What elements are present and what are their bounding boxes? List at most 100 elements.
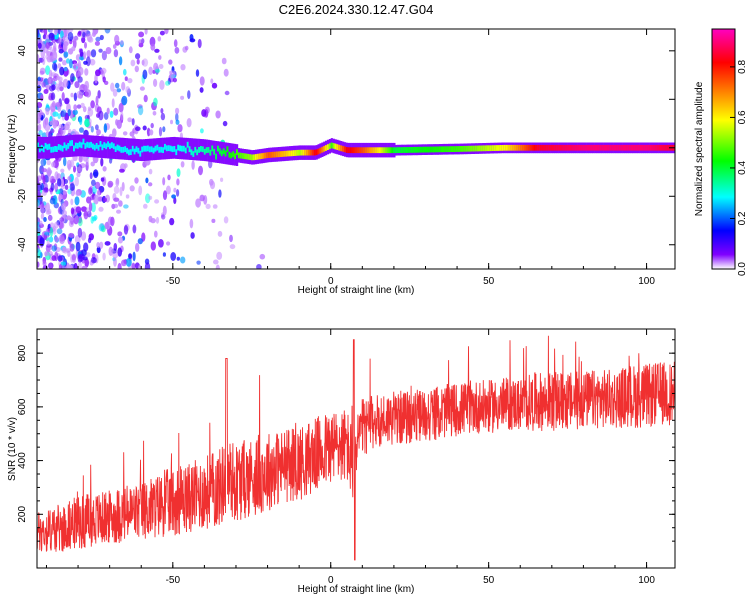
- noise-speckle: [62, 210, 67, 217]
- track-core: [243, 153, 246, 160]
- noise-speckle: [88, 187, 93, 195]
- noise-speckle: [58, 264, 63, 269]
- noise-speckle: [73, 262, 78, 269]
- noise-speckle: [76, 90, 83, 99]
- track-core: [520, 144, 523, 151]
- noise-speckle: [112, 128, 117, 138]
- noise-speckle: [90, 126, 94, 133]
- track-core: [162, 147, 165, 153]
- track-halo: [192, 138, 195, 161]
- noise-speckle: [74, 196, 80, 206]
- track-core: [476, 145, 479, 152]
- noise-speckle: [112, 44, 117, 49]
- noise-speckle: [100, 157, 104, 167]
- noise-speckle: [172, 77, 177, 83]
- noise-speckle: [125, 194, 130, 199]
- track-core: [374, 147, 377, 154]
- track-core: [133, 148, 136, 155]
- track-core: [275, 151, 278, 158]
- track-core: [664, 144, 667, 151]
- noise-speckle: [103, 197, 107, 202]
- noise-speckle: [121, 81, 126, 91]
- track-core: [410, 147, 413, 153]
- noise-speckle: [256, 264, 262, 269]
- track-core: [395, 147, 398, 154]
- y-tick-label: 600: [17, 398, 28, 415]
- track-core: [190, 149, 193, 156]
- noise-speckle: [106, 107, 110, 115]
- track-core: [281, 151, 284, 157]
- track-core: [164, 143, 167, 150]
- noise-speckle: [90, 194, 94, 201]
- track-halo: [99, 136, 102, 158]
- track-core: [544, 144, 548, 151]
- figure-title: C2E6.2024.330.12.47.G04: [279, 2, 434, 17]
- noise-speckle: [88, 202, 93, 212]
- track-core: [599, 144, 602, 151]
- track-core: [86, 141, 89, 148]
- noise-speckle: [110, 216, 115, 227]
- track-core: [349, 147, 352, 154]
- noise-speckle: [95, 69, 101, 77]
- noise-speckle: [37, 117, 41, 123]
- spectrogram-axes: -50 0 50 100 40 20 0 -20 -40: [17, 29, 675, 287]
- noise-speckle: [155, 216, 160, 224]
- track-core: [416, 146, 419, 153]
- track-core: [527, 144, 530, 151]
- snr-line: [37, 335, 675, 561]
- noise-speckle: [169, 70, 176, 79]
- noise-speckle: [110, 82, 115, 92]
- track-core: [181, 145, 184, 152]
- noise-speckle: [186, 118, 192, 128]
- track-core: [579, 144, 582, 151]
- noise-speckle: [57, 255, 63, 262]
- track-core: [633, 144, 637, 151]
- noise-speckle: [142, 58, 149, 67]
- noise-speckle: [138, 39, 142, 46]
- noise-speckle: [87, 107, 94, 117]
- track-core: [486, 145, 489, 152]
- noise-speckle: [58, 57, 63, 62]
- track-core: [597, 144, 601, 151]
- noise-speckle: [90, 100, 95, 109]
- track-core: [203, 148, 206, 155]
- noise-speckle: [157, 36, 162, 42]
- track-core: [145, 145, 148, 152]
- x-tick-label: 0: [328, 276, 334, 287]
- noise-speckle: [63, 51, 69, 58]
- noise-speckle: [189, 218, 194, 229]
- x-tick-label: -50: [166, 276, 181, 287]
- noise-speckle: [162, 190, 168, 201]
- track-core: [272, 151, 275, 158]
- noise-speckle: [129, 185, 135, 192]
- noise-speckle: [224, 90, 230, 96]
- noise-speckle: [119, 168, 125, 173]
- track-core: [529, 144, 532, 151]
- noise-speckle: [223, 216, 229, 224]
- track-core: [649, 144, 652, 151]
- noise-speckle: [51, 117, 56, 123]
- noise-speckle: [82, 31, 86, 38]
- track-core: [137, 147, 140, 154]
- track-core: [239, 152, 242, 159]
- track-core: [616, 144, 620, 151]
- track-core: [662, 144, 665, 151]
- track-core: [63, 142, 66, 149]
- track-core: [287, 150, 290, 157]
- noise-speckle: [113, 107, 119, 116]
- noise-speckle: [52, 51, 58, 61]
- track-core: [289, 150, 292, 157]
- track-core: [205, 147, 208, 154]
- track-core: [264, 152, 267, 159]
- track-core: [290, 150, 294, 157]
- track-core: [381, 147, 385, 154]
- noise-speckle: [123, 204, 129, 209]
- noise-speckle: [46, 238, 50, 247]
- noise-speckle: [134, 177, 139, 184]
- track-core: [571, 144, 574, 151]
- track-core: [427, 146, 430, 153]
- track-core: [613, 144, 616, 151]
- noise-speckle: [67, 250, 71, 257]
- noise-speckle: [52, 111, 59, 117]
- noise-speckle: [62, 157, 67, 167]
